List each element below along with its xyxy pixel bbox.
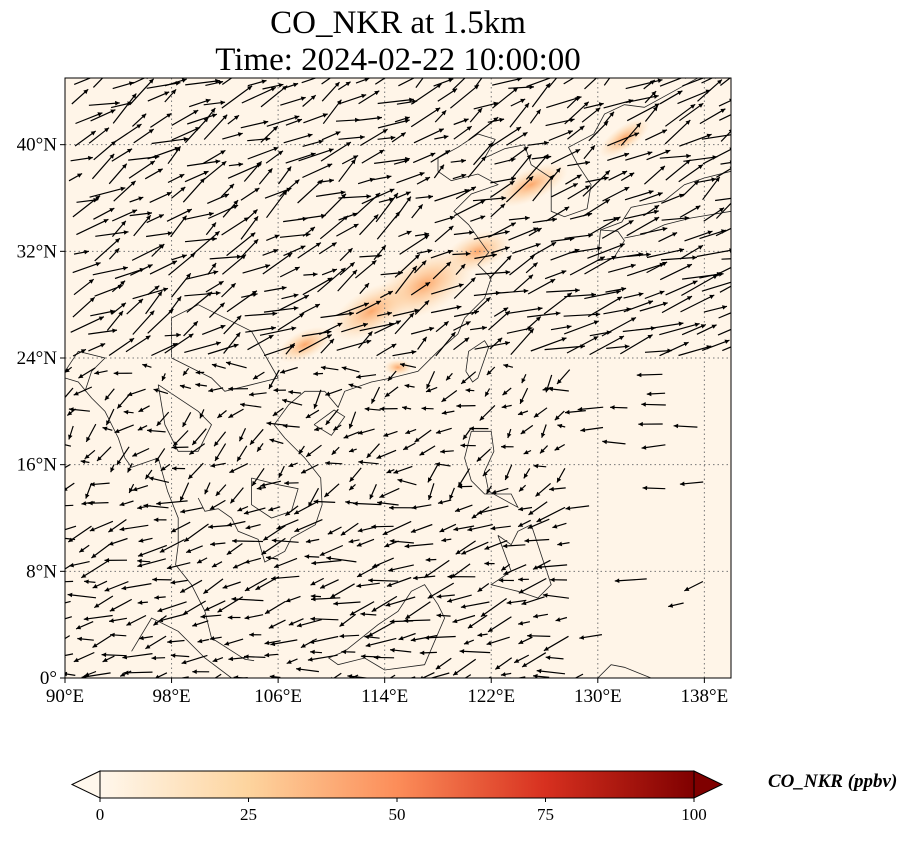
y-tick-label: 16°N — [17, 455, 58, 476]
wind-arrow-shaft — [720, 67, 744, 86]
wind-arrow-head — [744, 256, 749, 261]
wind-arrow-shaft — [232, 541, 263, 542]
wind-arrow-head — [59, 399, 64, 404]
wind-arrow-head — [735, 281, 740, 285]
wind-arrow-head — [444, 687, 449, 691]
wind-arrow-head — [735, 132, 740, 137]
y-tick-label: 40°N — [17, 135, 58, 156]
wind-arrow-head — [567, 60, 572, 65]
wind-arrow-head — [52, 619, 57, 624]
wind-arrow-head — [56, 536, 61, 541]
wind-arrow-shaft — [287, 678, 300, 685]
wind-arrow-head — [46, 504, 51, 509]
wind-arrow-head — [50, 603, 55, 608]
y-tick-label: 0° — [40, 668, 57, 689]
wind-arrow-head — [711, 73, 716, 77]
colorbar-extend-max — [694, 771, 722, 798]
x-tick-label: 138°E — [681, 686, 729, 707]
wind-arrow-head — [739, 323, 744, 327]
colorbar-label: CO_NKR (ppbv) — [768, 771, 897, 793]
colorbar-tick-label: 0 — [96, 805, 105, 824]
wind-arrow-head — [613, 68, 618, 73]
wind-arrow-head — [287, 681, 292, 685]
y-tick-label: 8°N — [26, 561, 57, 582]
x-tick-label: 130°E — [574, 686, 622, 707]
wind-arrow-head — [336, 71, 341, 76]
wind-arrow-head — [737, 308, 742, 312]
x-tick-label: 122°E — [467, 686, 515, 707]
wind-arrow-head — [53, 441, 58, 446]
y-tick-label: 32°N — [17, 241, 58, 262]
colorbar-tick-label: 75 — [537, 805, 554, 824]
wind-arrow-head — [47, 645, 52, 649]
wind-arrow-head — [750, 256, 755, 260]
x-tick-label: 106°E — [254, 686, 302, 707]
wind-arrow-head — [204, 681, 209, 685]
wind-arrow-head — [604, 66, 609, 71]
wind-arrow-head — [399, 678, 404, 682]
colorbar-extend-min — [72, 771, 100, 798]
wind-arrow-head — [731, 280, 736, 284]
x-tick-label: 98°E — [152, 686, 190, 707]
wind-arrow-head — [104, 70, 109, 74]
x-axis-ticks: 90°E 98°E 106°E 114°E 122°E 130°E 138°E — [46, 678, 728, 707]
wind-arrow-head — [746, 105, 751, 109]
wind-arrow-head — [744, 194, 749, 199]
colorbar-tick-label: 50 — [389, 805, 406, 824]
wind-arrow-head — [557, 684, 562, 688]
wind-arrow-head — [165, 678, 170, 683]
x-tick-label: 114°E — [361, 686, 408, 707]
colorbar-gradient — [100, 771, 694, 798]
wind-arrow-head — [239, 70, 244, 75]
wind-arrow-head — [341, 679, 346, 683]
y-tick-label: 24°N — [17, 348, 58, 369]
wind-arrow-head — [736, 193, 741, 198]
x-tick-label: 90°E — [46, 686, 84, 707]
wind-arrow-head — [467, 71, 472, 76]
colorbar-tick-label: 100 — [681, 805, 707, 824]
wind-arrow-head — [424, 70, 429, 74]
wind-arrow-head — [739, 67, 744, 72]
colorbar-tick-label: 25 — [240, 805, 257, 824]
colorbar: 0 25 50 75 100 — [72, 771, 722, 824]
wind-arrow-head — [113, 62, 118, 67]
wind-arrow-head — [428, 66, 433, 71]
wind-arrow-head — [386, 74, 391, 78]
wind-arrow-head — [739, 222, 744, 226]
wind-arrow-head — [587, 67, 592, 71]
wind-arrow-head — [746, 338, 751, 342]
y-axis-ticks: 0° 8°N 16°N 24°N 32°N 40°N — [17, 135, 65, 689]
wind-arrow-head — [488, 63, 493, 68]
plume-patch — [384, 359, 412, 375]
wind-arrow-head — [52, 530, 57, 534]
